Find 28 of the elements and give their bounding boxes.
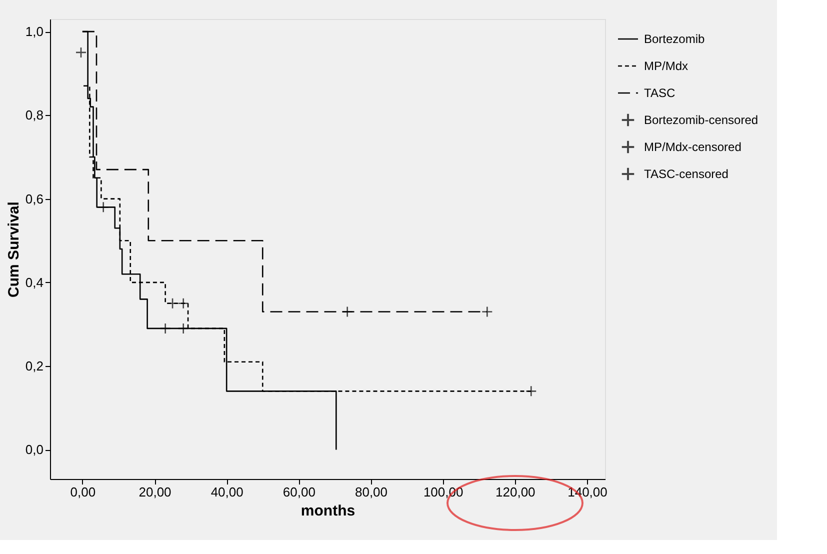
x-axis-title: months (300, 502, 356, 520)
x-tick-label: 40,00 (210, 484, 244, 500)
x-tick-label: 120,00 (496, 484, 536, 500)
y-tick-label: 0,0 (25, 442, 44, 458)
y-tick-label: 0,8 (25, 108, 44, 123)
point (75, 46, 87, 58)
x-tick-label: 0,00 (70, 484, 96, 500)
x-tick-label: 20,00 (138, 484, 172, 500)
x-tick-label: 80,00 (354, 484, 388, 500)
y-tick-label: 0,2 (25, 358, 44, 374)
point (342, 306, 353, 318)
legend-label: Bortezomib (644, 32, 706, 46)
point (178, 298, 189, 310)
y-tick-label: 0,4 (25, 274, 44, 290)
legend-label: TASC-censored (644, 167, 728, 181)
legend-label: MP/Mdx (644, 59, 688, 73)
point (525, 386, 537, 397)
point (166, 298, 178, 310)
legend-label: Bortezomib-censored (644, 113, 758, 127)
point (482, 306, 493, 318)
y-tick-label: 0,6 (25, 191, 44, 206)
point (160, 322, 171, 334)
point (178, 322, 189, 334)
y-tick-label: 1,0 (25, 24, 44, 40)
legend-label: MP/Mdx-censored (644, 140, 742, 154)
x-tick-label: 60,00 (282, 484, 316, 500)
y-axis-title: Cum Survival (5, 202, 22, 298)
legend-label: TASC (644, 86, 676, 100)
